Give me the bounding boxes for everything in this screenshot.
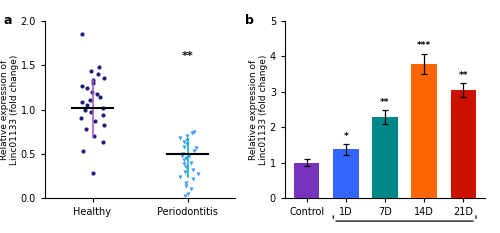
Point	[182, 184, 190, 188]
Text: **: **	[182, 51, 194, 61]
Point	[78, 32, 86, 36]
Point	[182, 171, 190, 174]
Bar	[372, 117, 398, 198]
Point	[88, 81, 96, 85]
Point	[184, 138, 192, 141]
Point	[190, 149, 198, 153]
Point	[187, 187, 195, 191]
Point	[182, 165, 190, 169]
Bar	[450, 90, 476, 198]
Bar	[333, 149, 358, 198]
Text: *: *	[344, 132, 348, 141]
Point	[98, 106, 106, 110]
Point	[180, 140, 188, 144]
Point	[176, 136, 184, 140]
Point	[90, 134, 98, 138]
Text: **: **	[458, 71, 468, 80]
Text: **: **	[380, 98, 390, 107]
Y-axis label: Relative expression of
Linc01133 (fold change): Relative expression of Linc01133 (fold c…	[0, 54, 19, 165]
Point	[190, 130, 198, 134]
Point	[180, 163, 188, 166]
Bar	[412, 64, 437, 198]
Point	[90, 79, 98, 82]
Point	[82, 127, 90, 131]
Point	[89, 171, 97, 175]
Point	[179, 152, 187, 156]
Text: a: a	[3, 14, 12, 27]
Point	[80, 149, 88, 153]
Point	[194, 172, 202, 176]
Point	[100, 76, 108, 79]
Point	[77, 116, 85, 120]
Point	[182, 134, 190, 138]
Point	[93, 93, 101, 96]
Bar	[294, 163, 320, 198]
Point	[183, 142, 191, 146]
Point	[96, 95, 104, 99]
Point	[98, 140, 106, 144]
Point	[178, 154, 186, 158]
Point	[192, 147, 200, 150]
Point	[189, 168, 197, 171]
Point	[78, 101, 86, 104]
Point	[188, 132, 196, 135]
Point	[78, 84, 86, 87]
Point	[87, 69, 95, 72]
Point	[94, 72, 102, 76]
Point	[91, 119, 99, 123]
Point	[188, 161, 196, 164]
Text: ***: ***	[417, 41, 432, 50]
Point	[180, 145, 188, 149]
Point	[176, 175, 184, 179]
Point	[190, 178, 198, 181]
Point	[184, 192, 192, 195]
Text: b: b	[245, 14, 254, 27]
Y-axis label: Relative expression of
Linc01133 (fold change): Relative expression of Linc01133 (fold c…	[249, 54, 268, 165]
Point	[182, 194, 190, 198]
Point	[88, 90, 96, 94]
Point	[100, 123, 108, 127]
Point	[86, 98, 94, 102]
Point	[182, 181, 190, 185]
Point	[82, 108, 90, 111]
Point	[182, 156, 190, 160]
Point	[83, 86, 91, 90]
Point	[180, 158, 188, 162]
Point	[84, 103, 92, 107]
Point	[88, 110, 96, 114]
Point	[186, 154, 194, 158]
Point	[96, 65, 104, 69]
Point	[99, 113, 107, 117]
